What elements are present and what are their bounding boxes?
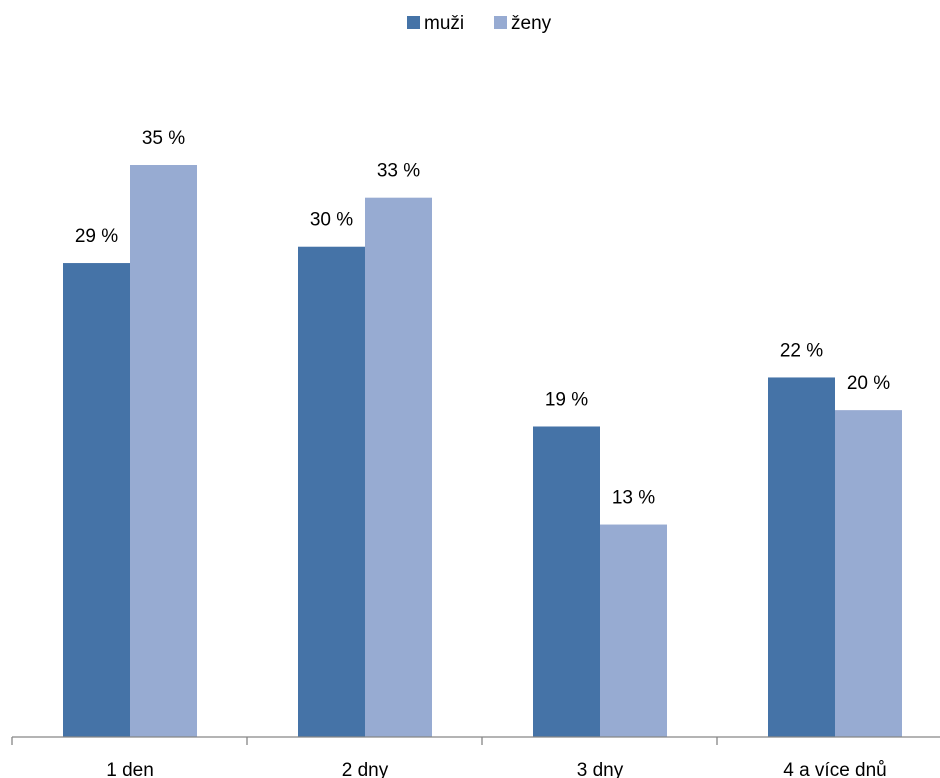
data-label: 29 % <box>75 226 118 247</box>
data-label: 13 % <box>612 488 655 509</box>
data-label: 20 % <box>847 373 890 394</box>
legend-swatch <box>494 16 507 29</box>
legend-label: muži <box>424 13 464 34</box>
data-label: 33 % <box>377 161 420 182</box>
x-tick-label: 4 a více dnů <box>783 760 887 778</box>
legend-swatch <box>407 16 420 29</box>
bars <box>63 165 902 737</box>
x-tick-label: 2 dny <box>342 760 389 778</box>
legend-label: ženy <box>511 13 552 34</box>
legend: muži ženy <box>407 13 552 34</box>
x-tick-label: 3 dny <box>577 760 624 778</box>
data-label: 19 % <box>545 389 588 410</box>
data-label: 30 % <box>310 210 353 231</box>
bar-muži-3-dny <box>533 426 600 737</box>
bar-muži-1-den <box>63 263 130 737</box>
bar-ženy-4-a-více-dnů <box>835 410 902 737</box>
x-axis: 1 den 2 dny 3 dny 4 a více dnů <box>11 736 940 778</box>
value-labels: 29 % 30 % 19 % 22 % 35 % 33 % 13 % 20 % <box>75 128 890 509</box>
data-label: 22 % <box>780 340 823 361</box>
x-tick-label: 1 den <box>106 760 154 778</box>
data-label: 35 % <box>142 128 185 149</box>
bar-ženy-1-den <box>130 165 197 737</box>
bar-muži-2-dny <box>298 246 365 737</box>
bar-muži-4-a-více-dnů <box>768 377 835 737</box>
bar-ženy-2-dny <box>365 197 432 737</box>
bar-ženy-3-dny <box>600 524 667 737</box>
